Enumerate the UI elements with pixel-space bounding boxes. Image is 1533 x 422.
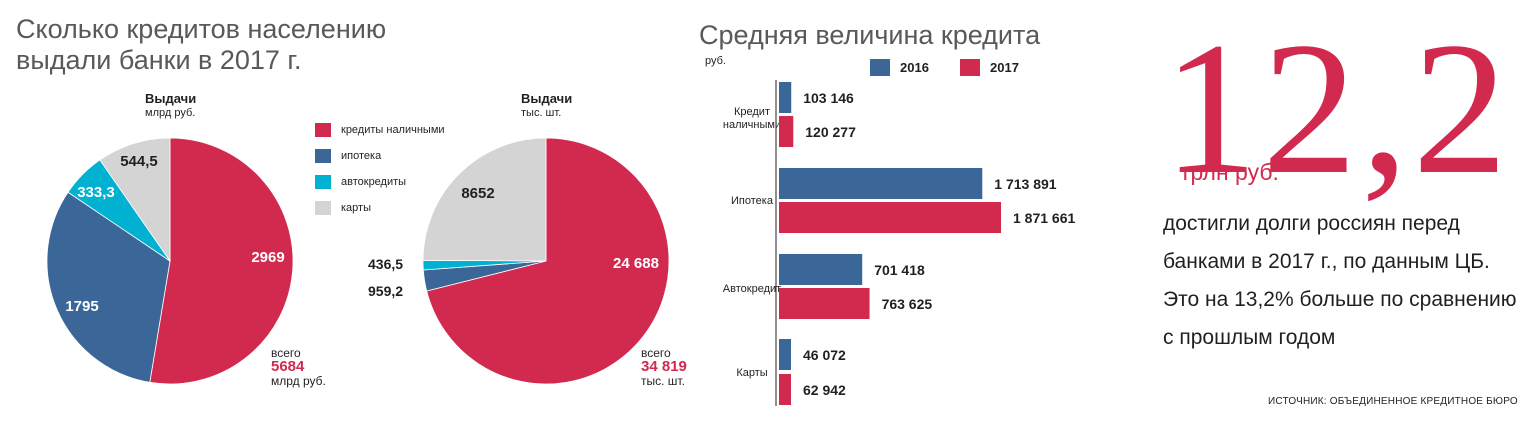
pie1-total-label: всего: [271, 346, 301, 360]
highlight-line4: с прошлым годом: [1163, 326, 1336, 349]
pie2-slice-cash: [426, 137, 670, 385]
highlight-line1: достигли долги россиян перед: [1163, 212, 1460, 235]
pie1-slice-cards: [99, 137, 171, 263]
bar-label-mortgage-2016: 1 713 891: [994, 176, 1057, 192]
bar-mortgage-2016: [779, 168, 983, 199]
category-label-auto: Автокредит: [722, 283, 782, 295]
bar-label-auto-2016: 701 418: [874, 262, 925, 278]
bar-label-cash-2017: 120 277: [805, 124, 856, 140]
bar-cash-2016: [779, 82, 792, 113]
legend-swatch-2017: [960, 59, 980, 76]
bar-cash-2017: [779, 116, 794, 147]
pie1-label-auto: 333,3: [77, 184, 115, 201]
pie2-label-cards: 8652: [461, 185, 494, 202]
category-label-cash-line1: Кредит: [733, 106, 770, 118]
legend-swatch-2016: [870, 59, 890, 76]
bar-label-mortgage-2017: 1 871 661: [1013, 210, 1076, 226]
pie1: 2969 1795 333,3 544,5: [46, 137, 294, 385]
pie2-label-cash: 24 688: [613, 255, 659, 272]
pie2-total-label: всего: [641, 346, 671, 360]
category-label-cards: Карты: [736, 367, 768, 379]
category-label-mortgage: Ипотека: [731, 195, 773, 207]
source-note: ИСТОЧНИК: ОБЪЕДИНЕННОЕ КРЕДИТНОЕ БЮРО: [1268, 396, 1518, 407]
legend-label-2016: 2016: [900, 60, 929, 75]
bar-label-cash-2016: 103 146: [803, 90, 854, 106]
pie1-heading: Выдачи: [145, 91, 197, 106]
legend-label-cash: кредиты наличными: [341, 124, 445, 136]
bar-cards-2017: [779, 374, 791, 405]
pie2-slice-cards: [422, 137, 547, 262]
pie2-label-mortgage: 959,2: [368, 283, 404, 299]
pie2: 24 688 8652: [422, 137, 670, 385]
highlight-description: достигли долги россиян перед банками в 2…: [1163, 205, 1517, 357]
bars: [779, 82, 1001, 405]
pie2-total-value: 34 819: [641, 358, 687, 375]
category-label-cash-line2: наличными: [722, 119, 782, 131]
pie1-label-cash: 2969: [251, 249, 284, 266]
highlight-line3: Это на 13,2% больше по сравнению: [1163, 288, 1517, 311]
pie2-heading: Выдачи: [521, 91, 573, 106]
highlight-line2: банками в 2017 г., по данным ЦБ.: [1163, 250, 1490, 273]
pie2-unit: тыс. шт.: [521, 107, 562, 119]
pie1-slice-mortgage: [46, 191, 171, 383]
bar-chart-title: Средняя величина кредита: [699, 20, 1041, 50]
legend-label-auto: автокредиты: [341, 176, 407, 188]
pie1-total-unit: млрд руб.: [271, 374, 326, 388]
legend-swatch-auto: [315, 175, 331, 189]
pie2-label-auto: 436,5: [368, 256, 404, 272]
highlight-unit: трлн руб.: [1180, 159, 1279, 185]
pie1-label-mortgage: 1795: [65, 298, 98, 315]
bar-label-cards-2017: 62 942: [803, 382, 846, 398]
legend-label-cards: карты: [341, 202, 371, 214]
legend-swatch-mortgage: [315, 149, 331, 163]
bar-auto-2017: [779, 288, 870, 319]
legend-label-2017: 2017: [990, 60, 1019, 75]
highlight-number: 12,2: [1163, 4, 1512, 214]
bar-label-auto-2017: 763 625: [881, 296, 933, 312]
bar-cards-2016: [779, 339, 791, 370]
pie1-total-value: 5684: [271, 358, 305, 375]
pie1-unit: млрд руб.: [145, 107, 196, 119]
bar-label-cards-2016: 46 072: [803, 347, 846, 363]
pie2-total-unit: тыс. шт.: [641, 374, 685, 388]
legend-label-mortgage: ипотека: [341, 150, 382, 162]
bar-chart-unit: руб.: [705, 55, 726, 67]
pie1-slice-cash: [149, 137, 294, 385]
left-title: Сколько кредитов населению выдали банки …: [16, 14, 387, 75]
legend-swatch-cash: [315, 123, 331, 137]
bar-auto-2016: [779, 254, 863, 285]
legend-swatch-cards: [315, 201, 331, 215]
category-label-cash: Кредит наличными: [700, 106, 804, 132]
bar-mortgage-2017: [779, 202, 1001, 233]
pie1-label-cards: 544,5: [120, 153, 158, 170]
